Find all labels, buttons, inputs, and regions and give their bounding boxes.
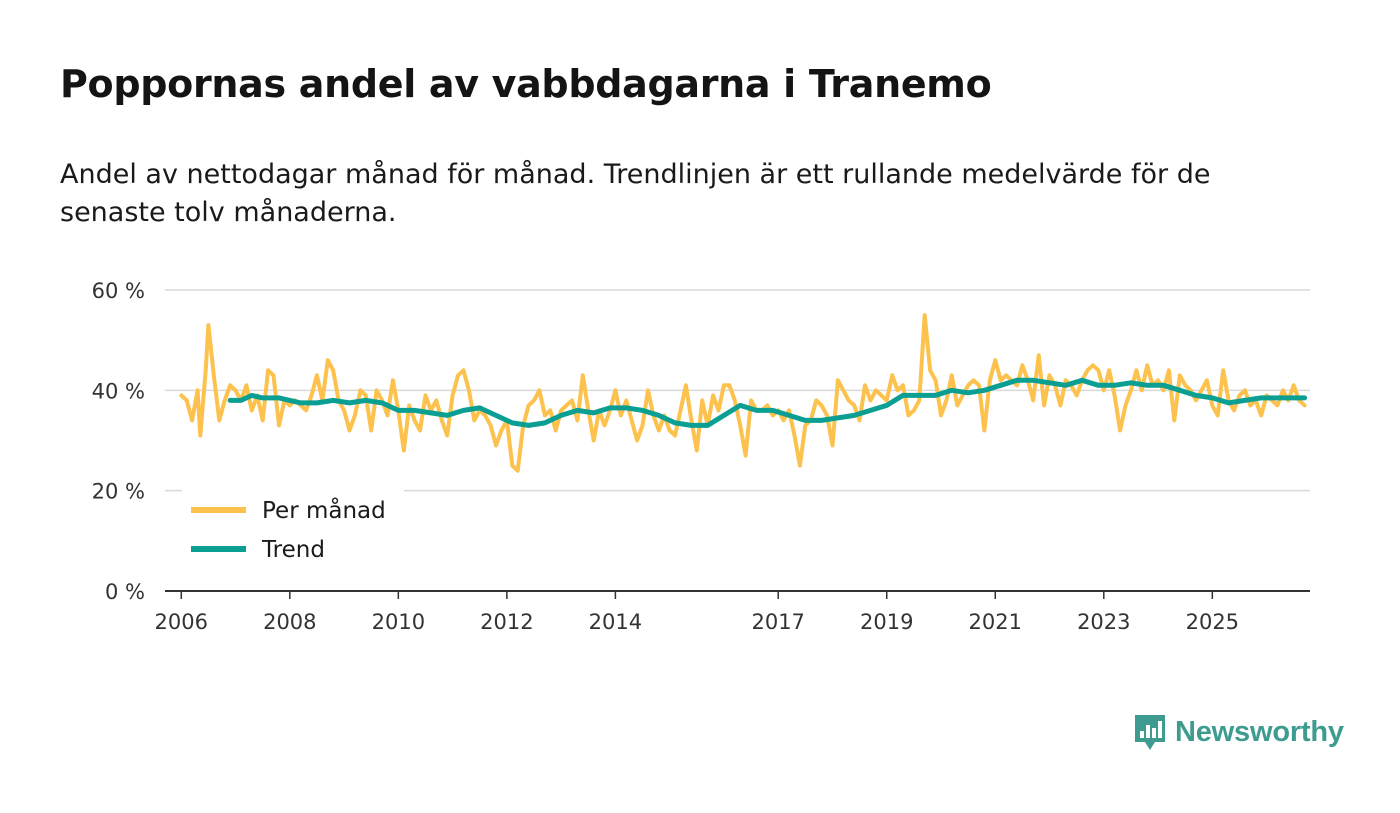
x-tick-label: 2021 [969, 610, 1022, 634]
x-tick-label: 2017 [751, 610, 804, 634]
x-tick-label: 2006 [155, 610, 208, 634]
y-tick-label: 60 % [92, 279, 145, 303]
chart-title: Poppornas andel av vabbdagarna i Tranemo [60, 62, 992, 106]
series-line-trend [227, 377, 1308, 428]
chart-subtitle: Andel av nettodagar månad för månad. Tre… [60, 159, 1211, 228]
series-lines [179, 313, 1308, 473]
x-tick-label: 2023 [1077, 610, 1130, 634]
brand-name: Newsworthy [1175, 715, 1344, 748]
series-line-monthly [179, 313, 1307, 473]
newsworthy-logo: Newsworthy [1133, 712, 1344, 752]
y-tick-label: 0 % [105, 580, 145, 604]
x-tick-label: 2019 [860, 610, 913, 634]
newsworthy-logo-icon [1135, 715, 1165, 750]
legend-label-per-manad: Per månad [262, 496, 386, 524]
x-tick-label: 2010 [372, 610, 425, 634]
legend-label-trend: Trend [261, 537, 325, 563]
y-tick-label: 40 % [92, 379, 145, 403]
legend: Per månad Trend [182, 488, 404, 574]
x-tick-label: 2025 [1186, 610, 1239, 634]
x-tick-label: 2012 [480, 610, 533, 634]
x-tick-label: 2014 [589, 610, 642, 634]
y-axis-ticks: 0 % 20 % 40 % 60 % [92, 279, 145, 604]
legend-background [182, 488, 404, 574]
x-tick-label: 2008 [263, 610, 316, 634]
x-axis-ticks: 2006 2008 2010 2012 2014 2017 2019 2021 2023 2025 [155, 591, 1239, 634]
y-tick-label: 20 % [92, 480, 145, 504]
